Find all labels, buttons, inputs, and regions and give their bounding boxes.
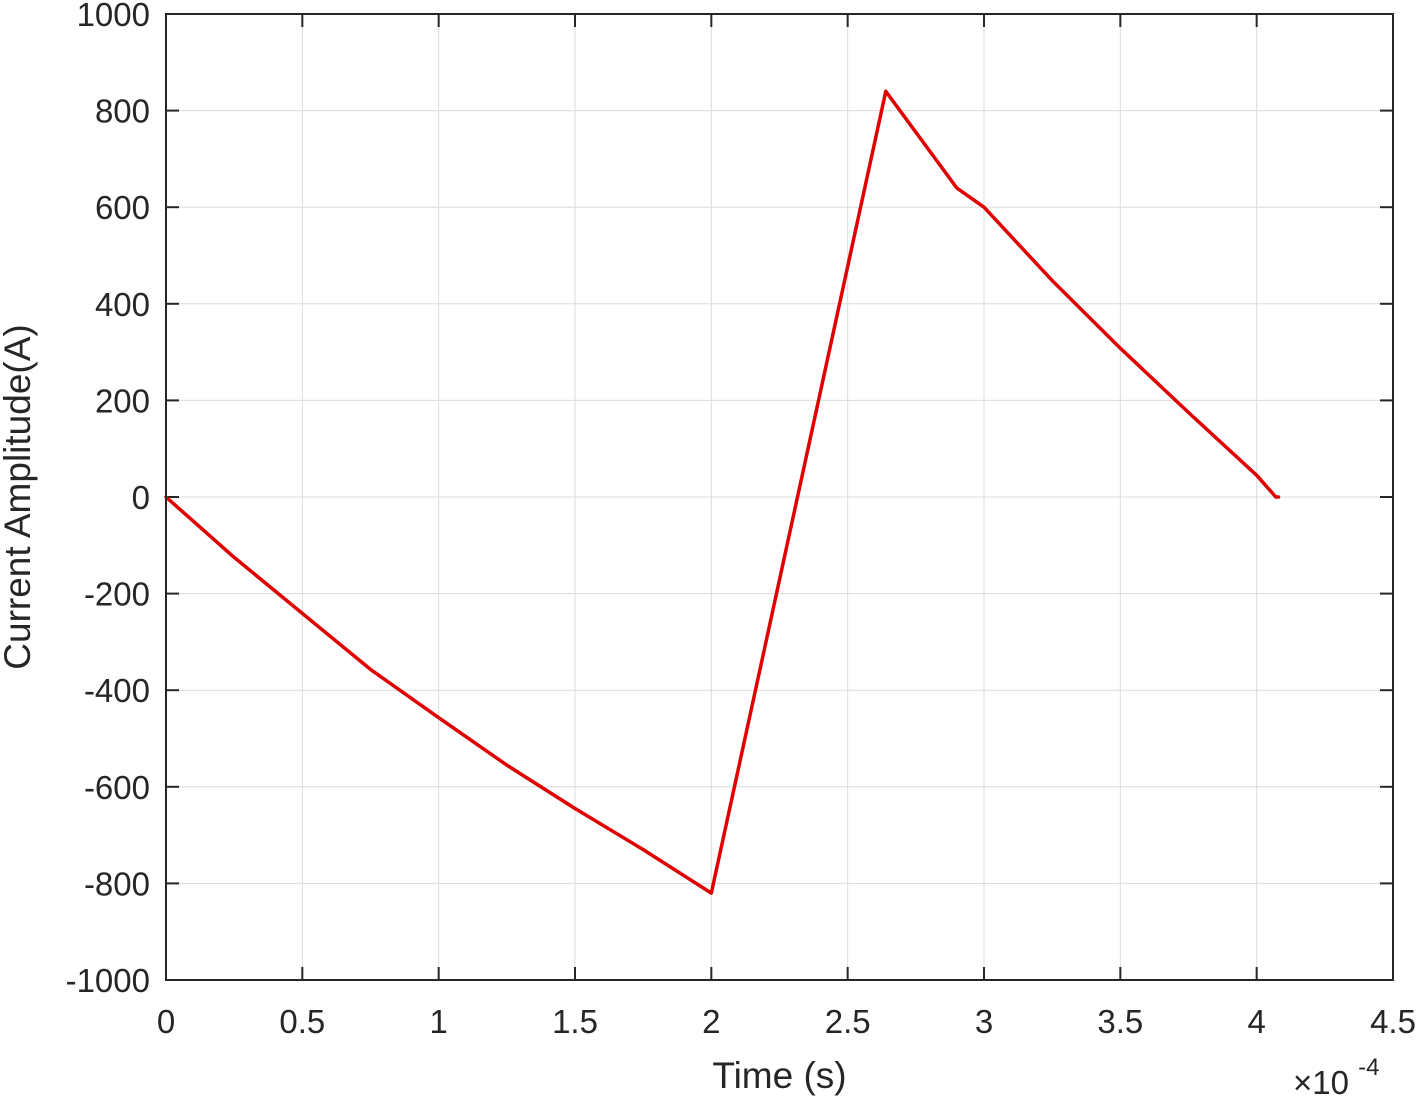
y-tick-label: 0 bbox=[132, 479, 150, 516]
x-exponent-label: ×10 -4 bbox=[1293, 1054, 1380, 1096]
plot-frame bbox=[165, 13, 1394, 981]
x-tick-label: 4.5 bbox=[1370, 1003, 1416, 1040]
x-tick-label: 0.5 bbox=[279, 1003, 325, 1040]
x-axis-title: Time (s) bbox=[712, 1055, 846, 1096]
x-tick-label: 2.5 bbox=[825, 1003, 871, 1040]
x-tick-label: 1.5 bbox=[552, 1003, 598, 1040]
x-tick-label: 3 bbox=[975, 1003, 993, 1040]
y-tick-labels: -1000 -800 -600 -400 -200 0 200 400 600 800 1000 bbox=[66, 0, 150, 999]
y-axis-title: Current Amplitude(A) bbox=[0, 324, 38, 669]
y-tick-label: -600 bbox=[84, 769, 150, 806]
x-tick-label: 3.5 bbox=[1097, 1003, 1143, 1040]
y-tick-label: 800 bbox=[95, 93, 150, 130]
x-exponent-power: -4 bbox=[1358, 1054, 1379, 1081]
x-tick-label: 2 bbox=[702, 1003, 720, 1040]
x-tick-label: 4 bbox=[1247, 1003, 1265, 1040]
y-tick-label: -1000 bbox=[66, 962, 150, 999]
grid-lines bbox=[166, 14, 1393, 980]
series-group bbox=[164, 89, 1281, 895]
x-tick-labels: 0 0.5 1 1.5 2 2.5 3 3.5 4 4.5 bbox=[157, 1003, 1416, 1040]
y-tick-label: 600 bbox=[95, 189, 150, 226]
x-tick-label: 0 bbox=[157, 1003, 175, 1040]
y-tick-label: -200 bbox=[84, 576, 150, 613]
y-tick-label: 400 bbox=[95, 286, 150, 323]
y-tick-label: 1000 bbox=[77, 0, 150, 33]
y-tick-label: -800 bbox=[84, 865, 150, 902]
x-tick-label: 1 bbox=[429, 1003, 447, 1040]
y-tick-label: -400 bbox=[84, 672, 150, 709]
x-exponent-base: ×10 bbox=[1293, 1064, 1349, 1096]
series-line bbox=[164, 89, 1281, 895]
y-tick-label: 200 bbox=[95, 382, 150, 419]
